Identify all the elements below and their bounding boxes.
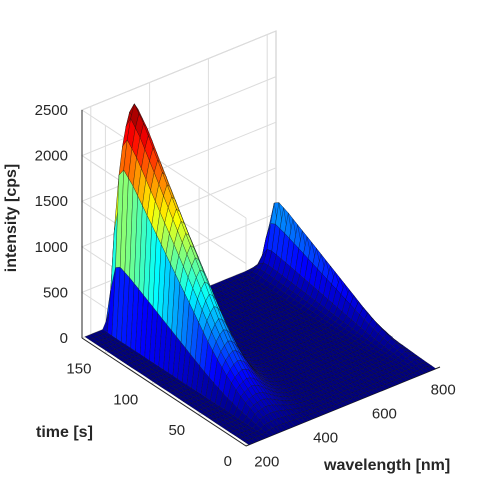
x-axis-label: wavelength [nm] [323, 457, 450, 474]
x-tick-label: 200 [254, 453, 279, 470]
y-axis-label: time [s] [36, 424, 93, 441]
y-tick-label: 100 [113, 391, 138, 408]
x-tick-label: 800 [431, 382, 456, 399]
y-tick-label: 50 [168, 422, 185, 439]
x-tick-label: 600 [372, 406, 397, 423]
z-tick-label: 0 [60, 330, 68, 347]
z-tick-label: 1500 [35, 193, 68, 210]
z-tick-label: 2000 [35, 148, 68, 165]
z-axis-label: intensity [cps] [3, 164, 20, 272]
z-tick-label: 1000 [35, 239, 68, 256]
surface-patch [427, 365, 437, 371]
z-tick-label: 2500 [35, 102, 68, 119]
y-tick-label: 0 [224, 453, 232, 470]
tick-labels: 0 500 1000 1500 2000 2500 0 50 100 150 200 400 600 80… [35, 102, 456, 470]
z-tick-label: 500 [43, 284, 68, 301]
surface-plot [84, 103, 437, 445]
y-axis-line [81, 337, 247, 447]
x-tick-label: 400 [313, 429, 338, 446]
y-tick-label: 150 [66, 360, 91, 377]
